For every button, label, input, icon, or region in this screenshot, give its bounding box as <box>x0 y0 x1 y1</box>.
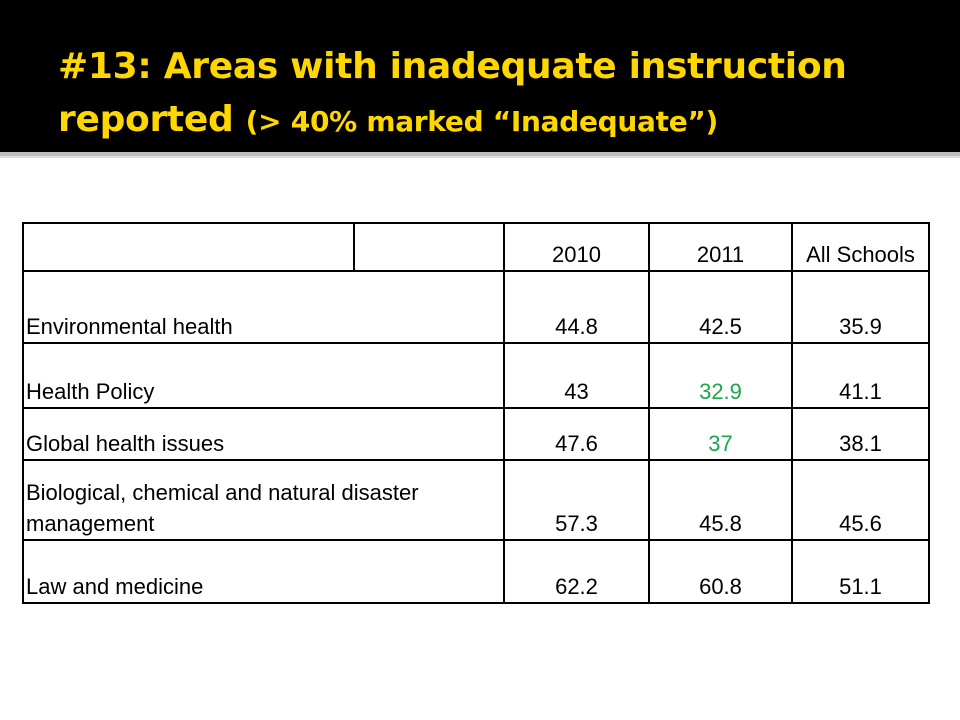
header-cell-blank-2 <box>353 222 505 272</box>
row-label: Health Policy <box>22 342 505 409</box>
header-2011: 2011 <box>648 222 793 272</box>
cell-2011-highlighted: 32.9 <box>648 342 793 409</box>
title-band <box>0 0 960 152</box>
row-label: Environmental health <box>22 270 505 344</box>
cell-all-schools: 41.1 <box>791 342 930 409</box>
cell-2010: 47.6 <box>503 407 650 461</box>
cell-2010: 57.3 <box>503 459 650 541</box>
cell-2011-highlighted: 37 <box>648 407 793 461</box>
cell-2010: 62.2 <box>503 539 650 604</box>
table-row: Environmental health 44.8 42.5 35.9 <box>22 270 930 344</box>
header-cell-blank-1 <box>22 222 355 272</box>
slide-title: #13: Areas with inadequate instruction r… <box>58 40 938 148</box>
title-line-2-note: (> 40% marked “Inadequate”) <box>245 105 719 138</box>
cell-all-schools: 51.1 <box>791 539 930 604</box>
cell-2011: 42.5 <box>648 270 793 344</box>
results-table: 2010 2011 All Schools Environmental heal… <box>22 222 930 604</box>
header-all-schools: All Schools <box>791 222 930 272</box>
row-label: Law and medicine <box>22 539 505 604</box>
table-row: Biological, chemical and natural disaste… <box>22 459 930 541</box>
table-row: Global health issues 47.6 37 38.1 <box>22 407 930 461</box>
title-line-1: #13: Areas with inadequate instruction <box>58 46 847 87</box>
cell-2011: 45.8 <box>648 459 793 541</box>
row-label: Biological, chemical and natural disaste… <box>22 459 505 541</box>
row-label: Global health issues <box>22 407 505 461</box>
cell-all-schools: 45.6 <box>791 459 930 541</box>
table-row: Law and medicine 62.2 60.8 51.1 <box>22 539 930 604</box>
header-2010: 2010 <box>503 222 650 272</box>
cell-2011: 60.8 <box>648 539 793 604</box>
table-row: Health Policy 43 32.9 41.1 <box>22 342 930 409</box>
title-divider <box>0 152 960 156</box>
table-header-row: 2010 2011 All Schools <box>22 222 930 272</box>
cell-all-schools: 38.1 <box>791 407 930 461</box>
title-line-2: reported <box>58 99 246 140</box>
cell-all-schools: 35.9 <box>791 270 930 344</box>
cell-2010: 43 <box>503 342 650 409</box>
cell-2010: 44.8 <box>503 270 650 344</box>
title-divider-shadow <box>0 156 960 158</box>
